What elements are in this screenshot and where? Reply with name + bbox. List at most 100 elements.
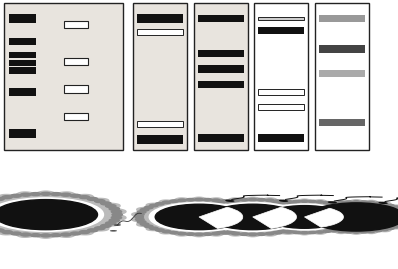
Bar [9,52,36,58]
Circle shape [105,204,116,207]
Circle shape [302,212,310,214]
Circle shape [111,210,122,213]
Bar [137,121,183,127]
Circle shape [303,223,312,225]
Circle shape [0,198,103,231]
Circle shape [288,229,296,231]
Circle shape [281,201,289,204]
Circle shape [380,229,388,231]
Circle shape [330,229,338,231]
Circle shape [350,209,357,211]
Circle shape [0,197,4,200]
Circle shape [41,192,51,195]
Circle shape [224,200,232,202]
Circle shape [294,204,302,207]
Circle shape [355,216,363,218]
Circle shape [31,193,41,196]
Circle shape [248,233,257,236]
Bar [64,58,88,65]
Bar [9,88,36,96]
Circle shape [137,211,146,213]
Circle shape [189,218,198,221]
Circle shape [248,198,257,201]
Circle shape [178,199,186,201]
Circle shape [111,216,122,219]
Circle shape [20,193,31,196]
Circle shape [203,233,212,235]
Circle shape [353,201,360,203]
Circle shape [265,204,273,206]
Circle shape [216,201,225,204]
Circle shape [135,216,144,218]
Circle shape [189,213,198,216]
Circle shape [79,231,90,233]
Circle shape [186,233,195,235]
Circle shape [350,222,357,225]
Circle shape [249,223,258,225]
Circle shape [212,199,220,201]
Bar [198,81,244,88]
Circle shape [189,216,197,218]
Circle shape [109,207,119,210]
Circle shape [360,231,367,233]
Bar [9,129,36,138]
Circle shape [254,213,263,216]
Circle shape [313,226,320,228]
Circle shape [255,207,263,210]
Circle shape [109,219,119,222]
Circle shape [331,202,338,204]
Circle shape [191,221,200,223]
Circle shape [61,193,71,196]
Circle shape [396,208,398,210]
Circle shape [306,211,314,213]
Circle shape [41,234,51,237]
Circle shape [232,232,240,235]
Circle shape [209,204,297,230]
Circle shape [95,200,105,203]
Circle shape [216,230,225,233]
Circle shape [195,233,203,236]
Circle shape [144,225,153,228]
Circle shape [11,194,21,197]
Circle shape [220,200,228,202]
Circle shape [316,201,324,203]
Circle shape [306,221,314,223]
Circle shape [170,200,178,202]
Circle shape [341,226,349,228]
Circle shape [135,213,144,216]
Circle shape [255,224,263,226]
Circle shape [227,230,236,233]
Circle shape [227,201,236,204]
Circle shape [308,200,316,203]
Circle shape [308,224,316,226]
Circle shape [70,194,80,197]
Circle shape [360,201,367,203]
Circle shape [195,198,203,201]
Circle shape [240,199,248,201]
Bar [133,3,187,150]
Circle shape [252,211,261,213]
Circle shape [265,199,274,201]
Ellipse shape [110,230,117,232]
Circle shape [88,229,98,232]
Circle shape [0,229,4,232]
Circle shape [135,218,144,221]
Circle shape [203,199,212,201]
Circle shape [308,231,316,234]
Circle shape [392,226,398,228]
Circle shape [246,216,254,218]
Circle shape [95,227,105,230]
Circle shape [198,225,207,228]
Circle shape [247,214,255,216]
Bar [9,14,36,23]
Bar [258,27,304,34]
Circle shape [346,207,354,210]
Bar [258,104,304,110]
Polygon shape [244,199,365,235]
Polygon shape [132,197,266,237]
Circle shape [300,216,308,218]
Circle shape [149,203,249,231]
Circle shape [2,231,12,233]
Bar [198,65,244,73]
Polygon shape [298,200,398,234]
